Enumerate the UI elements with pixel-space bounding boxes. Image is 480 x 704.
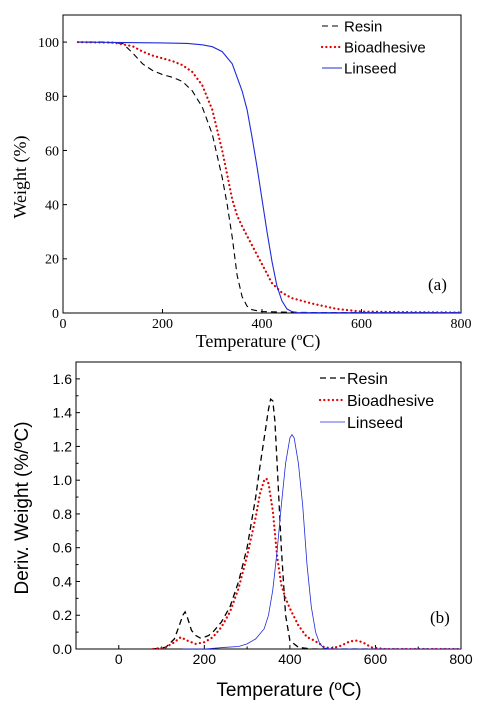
y-tick-label: 0.8 xyxy=(53,506,73,522)
legend-label-bioadhesive: Bioadhesive xyxy=(344,39,426,56)
panel-b-ylabel: Deriv. Weight (%/ºC) xyxy=(12,421,33,594)
legend-label-bioadhesive: Bioadhesive xyxy=(347,393,434,410)
series-line-bioadhesive xyxy=(151,476,461,649)
x-tick-label: 200 xyxy=(193,651,217,667)
y-tick-label: 100 xyxy=(38,36,59,51)
y-tick-label: 60 xyxy=(45,144,59,159)
x-tick-label: 0 xyxy=(115,651,123,667)
y-tick-label: 0.4 xyxy=(53,573,73,589)
panel-a-plot: 0 200 400 600 800 0 20 40 60 80 100 Resin Bioadhesiv… xyxy=(38,14,472,332)
x-tick-label: 600 xyxy=(364,651,388,667)
panel-b-xlabel: Temperature (ºC) xyxy=(216,680,361,701)
plot-frame xyxy=(75,361,462,650)
y-tick-label: 80 xyxy=(45,90,59,105)
x-tick-label: 0 xyxy=(60,317,67,332)
plot-frame xyxy=(62,14,462,314)
legend-label-resin: Resin xyxy=(344,18,382,35)
y-tick-label: 1.4 xyxy=(53,405,73,421)
y-tick-label: 0.2 xyxy=(53,607,73,623)
y-tick-label: 0.6 xyxy=(53,540,73,556)
y-tick-label: 0.0 xyxy=(53,641,73,657)
series-line-linseed xyxy=(182,433,461,649)
y-tick-label: 1.0 xyxy=(53,472,73,488)
panel-a-panel-label: (a) xyxy=(428,275,447,294)
x-tick-label: 200 xyxy=(152,317,173,332)
y-tick-label: 0 xyxy=(52,307,59,322)
x-tick-label: 800 xyxy=(451,317,472,332)
legend-label-resin: Resin xyxy=(347,371,388,388)
panel-b: 0 200 400 600 800 0.0 0.2 0.4 0.6 0.8 1.0 1.2 1.4 1.6… xyxy=(12,361,473,701)
legend-label-linseed: Linseed xyxy=(344,60,397,77)
x-tick-label: 600 xyxy=(351,317,372,332)
panel-a: 0 200 400 600 800 0 20 40 60 80 100 Resin Bioadhesiv… xyxy=(10,14,472,352)
x-tick-label: 800 xyxy=(449,651,473,667)
y-tick-label: 40 xyxy=(45,199,59,214)
panel-b-panel-label: (b) xyxy=(430,608,450,627)
y-tick-label: 1.6 xyxy=(53,371,73,387)
panel-a-xlabel: Temperature (ºC) xyxy=(196,331,321,352)
panel-b-plot: 0 200 400 600 800 0.0 0.2 0.4 0.6 0.8 1.0 1.2 1.4 1.6… xyxy=(53,361,473,667)
legend-label-linseed: Linseed xyxy=(347,415,403,432)
panel-a-ylabel: Weight (%) xyxy=(10,135,31,218)
y-tick-label: 1.2 xyxy=(53,438,73,454)
series-line-bioadhesive xyxy=(76,41,461,313)
series-line-resin xyxy=(152,397,461,649)
y-tick-label: 20 xyxy=(45,253,59,268)
series-line-resin xyxy=(77,41,461,313)
x-tick-label: 400 xyxy=(252,317,273,332)
series-line-linseed xyxy=(77,41,461,313)
x-tick-label: 400 xyxy=(278,651,302,667)
